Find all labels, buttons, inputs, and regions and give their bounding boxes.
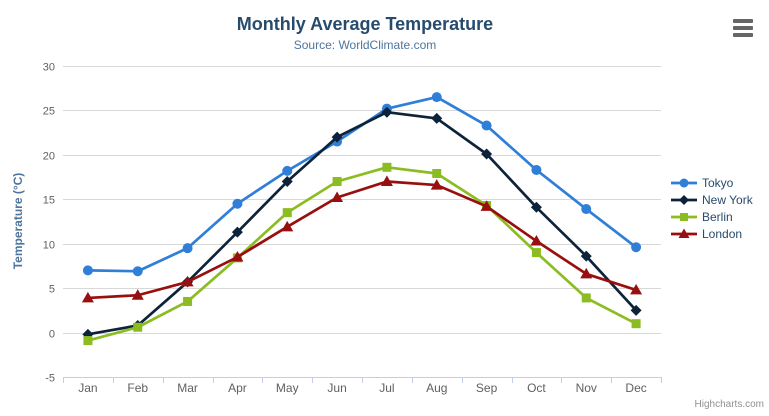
legend-symbol-circle — [671, 178, 697, 187]
series-tokyo — [82, 92, 642, 277]
hamburger-icon — [733, 19, 753, 23]
legend-symbol-square — [671, 212, 697, 221]
y-axis-tick-label: 25 — [43, 106, 55, 118]
legend-label: Tokyo — [702, 175, 734, 190]
legend-label: New York — [702, 192, 753, 207]
data-point-marker[interactable] — [281, 176, 293, 188]
chart-subtitle: Source: WorldClimate.com — [293, 38, 437, 52]
data-point-marker[interactable] — [380, 175, 393, 187]
data-point-marker[interactable] — [282, 208, 292, 218]
data-point-marker[interactable] — [679, 178, 689, 187]
x-axis-tick-label: Aug — [426, 381, 447, 395]
data-point-marker[interactable] — [678, 228, 690, 238]
data-point-marker[interactable] — [580, 267, 593, 279]
data-point-marker[interactable] — [83, 336, 93, 346]
legend-symbol-diamond — [671, 194, 697, 205]
x-axis-tick-label: Apr — [228, 381, 247, 395]
legend-item-london[interactable]: London — [671, 225, 753, 242]
data-point-marker[interactable] — [132, 266, 143, 277]
data-point-marker[interactable] — [332, 177, 342, 187]
chart-title: Monthly Average Temperature — [236, 14, 494, 34]
data-point-marker[interactable] — [680, 212, 688, 221]
data-point-marker[interactable] — [530, 235, 543, 246]
legend-item-tokyo[interactable]: Tokyo — [671, 174, 753, 191]
x-axis-tick-label: Jan — [78, 381, 97, 395]
data-point-marker[interactable] — [382, 162, 392, 172]
data-point-marker[interactable] — [631, 319, 641, 329]
y-axis-tick-label: 5 — [49, 284, 55, 296]
legend: Tokyo New York Berlin London — [671, 174, 753, 242]
series-line-berlin[interactable] — [86, 165, 638, 342]
hamburger-icon — [733, 33, 753, 37]
data-point-marker[interactable] — [381, 106, 393, 118]
legend-label: London — [702, 226, 743, 241]
series-line-new-york[interactable] — [86, 110, 638, 336]
y-axis-tick-label: -5 — [45, 373, 55, 385]
y-axis-tick-label: 20 — [43, 151, 55, 163]
credits-link[interactable]: Highcharts.com — [694, 399, 764, 410]
data-point-marker[interactable] — [631, 242, 642, 253]
x-axis-tick-label: Sep — [476, 381, 498, 395]
y-axis-title: Temperature (°C) — [11, 172, 25, 270]
data-point-marker[interactable] — [630, 304, 642, 316]
data-point-marker[interactable] — [231, 226, 243, 238]
legend-item-new-york[interactable]: New York — [671, 191, 753, 208]
y-axis-tick-label: 15 — [43, 195, 55, 207]
x-axis-tick-label: Nov — [576, 381, 597, 395]
y-axis-tick-label: 30 — [43, 62, 55, 74]
data-point-marker[interactable] — [281, 220, 294, 232]
x-axis-tick-label: May — [276, 381, 299, 395]
data-point-marker[interactable] — [481, 120, 492, 131]
data-point-marker[interactable] — [432, 169, 442, 179]
x-axis-tick-label: Jun — [327, 381, 346, 395]
data-point-marker[interactable] — [481, 148, 493, 160]
data-point-marker[interactable] — [679, 194, 689, 205]
data-point-marker[interactable] — [133, 322, 143, 332]
x-axis-tick-label: Dec — [625, 381, 646, 395]
data-point-marker[interactable] — [331, 131, 343, 143]
legend-label: Berlin — [702, 209, 733, 224]
legend-item-berlin[interactable]: Berlin — [671, 208, 753, 225]
data-point-marker[interactable] — [480, 200, 493, 211]
data-point-marker[interactable] — [182, 243, 193, 254]
data-point-marker[interactable] — [630, 283, 643, 295]
series-london — [81, 175, 643, 303]
x-axis-tick-label: Feb — [127, 381, 148, 395]
hamburger-icon — [733, 26, 753, 30]
data-point-marker[interactable] — [181, 275, 194, 287]
data-point-marker[interactable] — [331, 191, 344, 203]
series-new-york — [82, 106, 642, 340]
data-point-marker[interactable] — [531, 164, 542, 175]
data-point-marker[interactable] — [431, 92, 442, 103]
legend-symbol-triangle — [671, 228, 697, 238]
data-point-marker[interactable] — [282, 165, 293, 176]
data-point-marker[interactable] — [232, 198, 243, 209]
data-point-marker[interactable] — [580, 250, 592, 262]
data-point-marker[interactable] — [81, 291, 94, 303]
series-line-london[interactable] — [86, 180, 638, 300]
data-point-marker[interactable] — [82, 265, 93, 276]
data-point-marker[interactable] — [531, 248, 541, 258]
data-point-marker[interactable] — [581, 293, 591, 303]
x-axis-tick-label: Oct — [527, 381, 546, 395]
y-axis-tick-label: 10 — [43, 240, 55, 252]
data-point-marker[interactable] — [530, 201, 542, 213]
data-point-marker[interactable] — [231, 251, 244, 262]
x-axis-tick-label: Jul — [379, 381, 394, 395]
data-point-marker[interactable] — [183, 296, 193, 306]
x-axis-tick-label: Mar — [177, 381, 198, 395]
y-axis-tick-label: 0 — [49, 329, 55, 341]
data-point-marker[interactable] — [430, 179, 443, 190]
data-point-marker[interactable] — [431, 112, 443, 124]
data-point-marker[interactable] — [131, 289, 144, 300]
data-point-marker[interactable] — [581, 204, 592, 215]
export-menu-button[interactable] — [733, 19, 753, 37]
